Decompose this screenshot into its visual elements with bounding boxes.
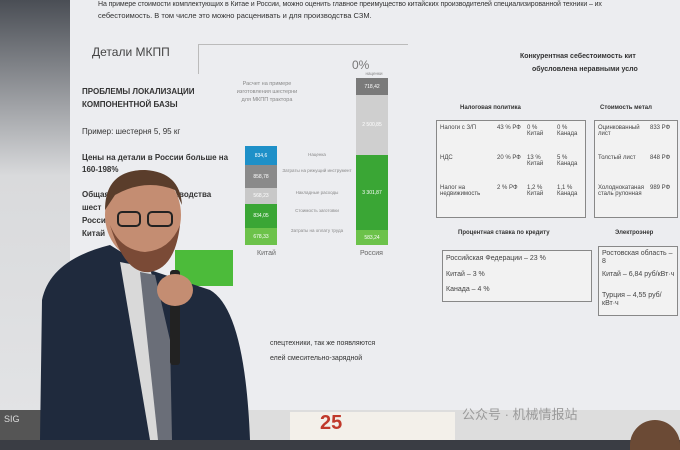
tax-cell: Налог на недвижимость	[440, 185, 481, 197]
speaker	[40, 170, 250, 440]
prices-text: Цены на детали в России больше на	[82, 153, 229, 162]
example-text: Пример: шестерня 5, 95 кг	[82, 127, 181, 136]
connector-line	[198, 44, 408, 45]
bottom-text: спецтехники, так же появляются	[270, 340, 376, 347]
tax-cell: 0 % Канада	[557, 125, 578, 137]
hair	[105, 170, 182, 210]
banner: SIG	[0, 410, 45, 440]
tax-table: Налоги с З/П 43 % РФ 0 % Китай 0 % Канада НД…	[436, 120, 586, 218]
x-label-russia: Россия	[360, 250, 383, 257]
power-box: Ростовская область – 8 Китай – 6,84 руб/…	[598, 246, 678, 316]
glasses	[117, 211, 141, 227]
metal-cell: 833 РФ	[650, 125, 671, 131]
bar-segment: 2 500,85	[356, 95, 388, 155]
slide-heading: КОМПОНЕНТНОЙ БАЗЫ	[82, 100, 178, 109]
watermark: 公众号 · 机械情报站	[462, 407, 578, 422]
tax-cell: 20 % РФ	[497, 155, 521, 161]
markup-value: 0%	[352, 58, 370, 72]
bar-segment: 678,33	[245, 228, 277, 245]
slide-heading: ПРОБЛЕМЫ ЛОКАЛИЗАЦИИ	[82, 87, 195, 96]
right-title: обусловлена неравными усло	[532, 66, 638, 73]
bar-segment: 834,6	[245, 146, 277, 165]
power-row: Ростовская область – 8	[602, 250, 673, 265]
metal-cell: Оцинкованный лист	[598, 125, 640, 137]
metal-cell: 848 РФ	[650, 155, 671, 161]
connector-line	[198, 44, 199, 74]
tax-cell: Налоги с З/П	[440, 125, 477, 131]
intro-text: На примере стоимости комплектующих в Кит…	[98, 1, 602, 8]
total-text: Китай	[82, 229, 106, 238]
head	[105, 170, 181, 260]
total-text: шест	[82, 203, 102, 212]
markup-label: наценки	[365, 71, 383, 76]
bar-segment: 834,05	[245, 204, 277, 228]
metal-cell: 989 РФ	[650, 185, 671, 191]
segment-label: Наценка	[308, 152, 326, 157]
credit-box: Российская Федерации – 23 % Китай – 3 % …	[442, 250, 592, 302]
prices-text: 160-198%	[82, 165, 119, 174]
segment-label: Затраты на режущий инструмент	[282, 168, 352, 173]
segment-label: Стоимость заготовки	[295, 208, 339, 213]
bar-segment: 718,42	[356, 78, 388, 95]
bar-segment: 583,24	[356, 230, 388, 245]
power-row: Китай – 6,84 руб/кВт·ч	[602, 271, 675, 278]
credit-row: Китай – 3 %	[446, 271, 485, 278]
projection-screen: На примере стоимости комплектующих в Кит…	[70, 0, 680, 412]
tie	[140, 272, 172, 440]
tax-cell: 13 % Китай	[527, 155, 544, 167]
bar-segment: 858,78	[245, 165, 277, 188]
chart-note: Расчет на примере изготовления шестерни …	[236, 81, 298, 103]
podium: 25	[290, 412, 455, 440]
tax-cell: 0 % Китай	[527, 125, 544, 137]
tax-cell: 43 % РФ	[497, 125, 521, 131]
tax-cell: НДС	[440, 155, 453, 161]
total-text: Росси	[82, 216, 106, 225]
tax-cell: 1,2 % Китай	[527, 185, 544, 197]
slide-title: Детали МКПП	[92, 45, 170, 59]
power-row: Турция – 4,55 руб/кВт·ч	[602, 292, 662, 307]
metal-table: Оцинкованный лист 833 РФ Толстый лист 848 Р…	[594, 120, 678, 218]
hand	[157, 274, 193, 306]
beard	[110, 225, 180, 273]
x-label-china: Китай	[257, 250, 276, 257]
metal-cell: Холоднокатаная сталь рулонная	[598, 185, 644, 197]
metal-heading: Стоимость метал	[600, 105, 652, 111]
bar-segment: 3 301,87	[356, 155, 388, 230]
tax-cell: 2 % РФ	[497, 185, 518, 191]
credit-heading: Процентная ставка по кредиту	[458, 230, 550, 236]
tax-heading: Налоговая политика	[460, 105, 521, 111]
tax-cell: 5 % Канада	[557, 155, 578, 167]
right-title: Конкурентная себестоимость кит	[520, 53, 636, 60]
tax-cell: 1,1 % Канада	[557, 185, 578, 197]
credit-row: Российская Федерации – 23 %	[446, 255, 546, 262]
segment-label: Накладные расходы	[295, 190, 339, 195]
bottom-text: елей смесительно-зарядной	[270, 355, 363, 362]
segment-label: Затраты на оплату труда	[290, 228, 344, 233]
power-heading: Электроэнер	[615, 230, 654, 236]
bar-segment: 568,23	[245, 188, 277, 204]
credit-row: Канада – 4 %	[446, 286, 490, 293]
metal-cell: Толстый лист	[598, 155, 636, 161]
intro-text: себестоимость. В том числе это можно рас…	[98, 11, 372, 20]
